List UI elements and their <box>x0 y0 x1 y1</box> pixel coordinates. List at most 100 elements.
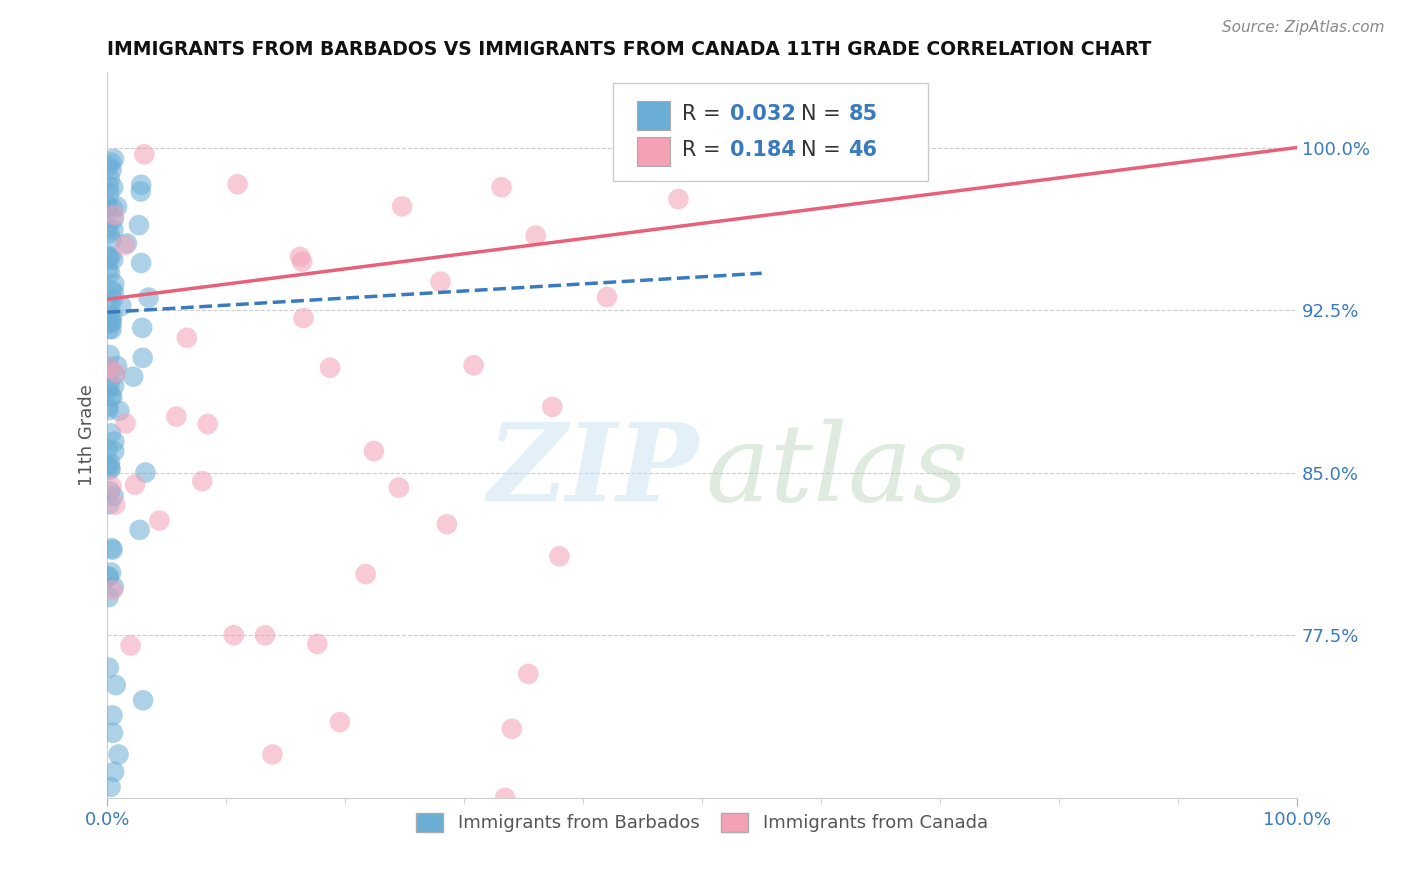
Point <box>97 569 120 583</box>
Point <box>391 199 413 213</box>
Point <box>97 200 120 214</box>
Point <box>105 359 128 373</box>
Y-axis label: 11th Grade: 11th Grade <box>79 384 96 485</box>
Point <box>104 830 127 844</box>
Point <box>307 637 329 651</box>
Point <box>103 277 125 291</box>
Text: 85: 85 <box>849 104 877 125</box>
Point <box>100 250 122 264</box>
Point <box>103 202 125 216</box>
Point <box>226 178 249 192</box>
Point <box>134 466 156 480</box>
Point <box>100 541 122 556</box>
Point <box>107 747 129 762</box>
Point <box>101 293 124 307</box>
Point <box>97 262 120 277</box>
Point <box>98 456 121 470</box>
Point <box>491 180 513 194</box>
Point <box>97 179 120 194</box>
Legend: Immigrants from Barbados, Immigrants from Canada: Immigrants from Barbados, Immigrants fro… <box>409 805 995 839</box>
Point <box>101 390 124 404</box>
Point <box>98 322 121 336</box>
Point <box>494 790 516 805</box>
Point <box>97 313 120 327</box>
Text: IMMIGRANTS FROM BARBADOS VS IMMIGRANTS FROM CANADA 11TH GRADE CORRELATION CHART: IMMIGRANTS FROM BARBADOS VS IMMIGRANTS F… <box>107 40 1152 59</box>
Point <box>134 147 156 161</box>
Point <box>103 379 125 393</box>
Point <box>103 211 125 226</box>
Point <box>105 200 128 214</box>
Point <box>101 542 124 557</box>
Point <box>596 290 619 304</box>
Point <box>97 403 120 417</box>
Point <box>97 252 120 266</box>
Point <box>103 208 125 222</box>
Point <box>98 378 121 392</box>
Point <box>97 570 120 584</box>
Point <box>668 192 690 206</box>
Point <box>98 227 121 241</box>
Point <box>97 159 120 173</box>
Text: ZIP: ZIP <box>488 418 699 524</box>
Text: 46: 46 <box>849 140 877 160</box>
Text: atlas: atlas <box>706 418 969 524</box>
Text: 0.032: 0.032 <box>730 104 796 125</box>
Point <box>100 316 122 330</box>
Point <box>100 780 122 794</box>
Point <box>278 802 301 816</box>
Point <box>98 298 121 312</box>
Point <box>132 693 155 707</box>
Point <box>97 400 120 414</box>
Point <box>253 628 276 642</box>
Point <box>129 185 152 199</box>
Point <box>429 275 451 289</box>
Point <box>354 567 377 582</box>
Point <box>97 813 120 827</box>
Point <box>97 442 120 457</box>
Point <box>517 666 540 681</box>
Point <box>103 252 125 267</box>
Point <box>97 360 120 375</box>
Point <box>122 369 145 384</box>
Point <box>98 317 121 331</box>
FancyBboxPatch shape <box>613 83 928 180</box>
Point <box>176 331 198 345</box>
Point <box>103 434 125 449</box>
Text: N =: N = <box>801 140 848 160</box>
Point <box>101 583 124 598</box>
Point <box>97 249 120 263</box>
Point <box>100 461 122 475</box>
Point <box>103 285 125 300</box>
Point <box>104 498 127 512</box>
Text: R =: R = <box>682 104 727 125</box>
Point <box>222 628 245 642</box>
Point <box>541 400 564 414</box>
Point <box>103 152 125 166</box>
FancyBboxPatch shape <box>637 102 671 130</box>
Point <box>100 234 122 248</box>
Point <box>197 417 219 431</box>
Point <box>103 764 125 779</box>
Point <box>319 360 342 375</box>
Point <box>97 359 120 374</box>
Point <box>100 426 122 441</box>
Point <box>100 479 122 493</box>
Point <box>108 404 131 418</box>
Point <box>128 523 150 537</box>
Point <box>524 228 547 243</box>
Point <box>100 313 122 327</box>
Point <box>501 722 523 736</box>
Point <box>463 359 485 373</box>
Point <box>100 155 122 169</box>
Point <box>100 566 122 580</box>
Point <box>104 368 127 382</box>
Point <box>98 187 121 202</box>
Point <box>98 266 121 280</box>
Point <box>262 747 284 762</box>
Point <box>98 171 121 186</box>
Point <box>100 162 122 177</box>
Point <box>104 366 127 380</box>
Point <box>104 678 127 692</box>
Point <box>148 514 170 528</box>
Point <box>405 845 427 859</box>
